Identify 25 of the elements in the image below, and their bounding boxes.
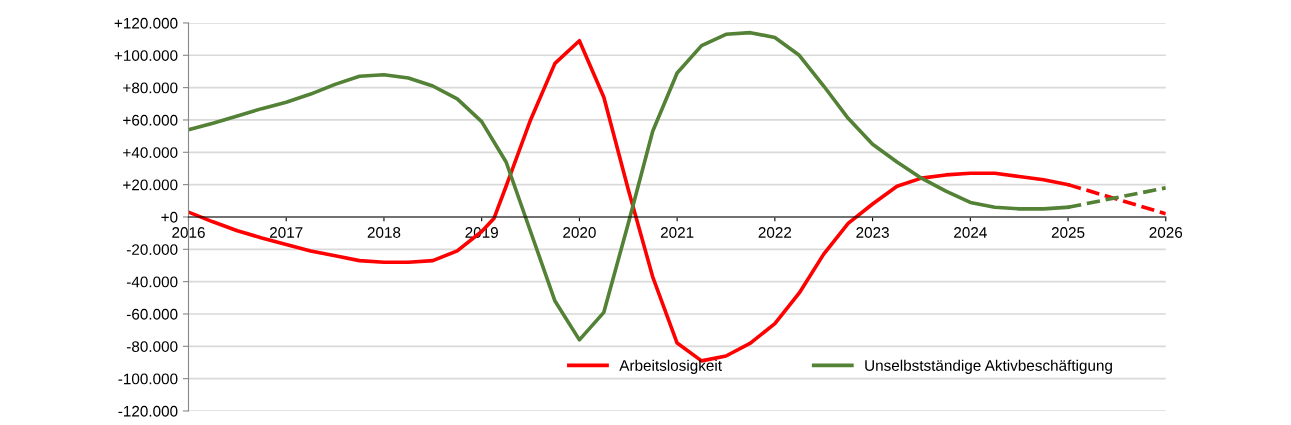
- x-tick-label: 2020: [563, 227, 596, 238]
- x-tick-label: 2016: [172, 227, 205, 238]
- y-tick-label: -60.000: [126, 308, 178, 320]
- y-tick-label: +80.000: [123, 82, 178, 94]
- x-tick-label: 2026: [1149, 227, 1183, 238]
- y-tick-label: +0: [161, 211, 178, 223]
- y-tick-label: -40.000: [126, 276, 178, 288]
- x-tick-label: 2021: [660, 227, 694, 238]
- legend-label: Arbeitslosigkeit: [619, 359, 722, 374]
- x-tick-label: 2024: [954, 227, 987, 238]
- x-tick-label: 2023: [856, 227, 889, 238]
- legend-label: Unselbstständige Aktivbeschäftigung: [865, 359, 1112, 374]
- x-tick-label: 2017: [269, 227, 303, 238]
- y-tick-label: +60.000: [123, 114, 178, 126]
- y-tick-label: -20.000: [126, 244, 178, 255]
- y-tick-label: +40.000: [123, 147, 178, 158]
- y-tick-label: +120.000: [114, 17, 178, 29]
- y-tick-label: -120.000: [118, 405, 178, 417]
- y-tick-label: -80.000: [126, 341, 178, 352]
- x-tick-label: 2025: [1051, 227, 1085, 238]
- y-tick-label: +20.000: [123, 179, 178, 191]
- x-tick-label: 2018: [367, 227, 401, 238]
- y-tick-label: -100.000: [118, 373, 178, 385]
- y-tick-label: +100.000: [114, 50, 178, 61]
- x-tick-label: 2022: [758, 227, 792, 238]
